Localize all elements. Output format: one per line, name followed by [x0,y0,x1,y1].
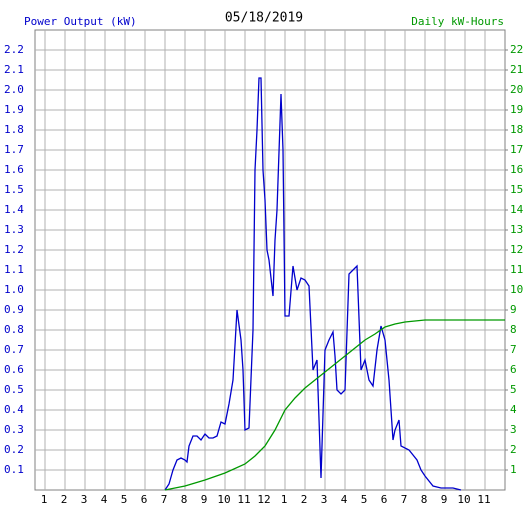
chart-title: 05/18/2019 [225,11,303,26]
y-tick-label: 2.2 [4,43,24,56]
y-tick-label: 0.9 [4,303,24,316]
x-tick-label: 8 [421,493,428,506]
x-tick-label: 11 [237,493,250,506]
x-tick-label: 2 [61,493,68,506]
y-tick-label: 1.8 [4,123,24,136]
x-tick-label: 2 [301,493,308,506]
x-tick-label: 6 [381,493,388,506]
y-tick-label: 1.6 [4,163,24,176]
y2-tick-label: 6 [510,363,517,376]
y2-tick-label: 9 [510,303,517,316]
y-tick-label: 2.1 [4,63,24,76]
y-tick-label: 0.5 [4,383,24,396]
y-tick-label: 0.8 [4,323,24,336]
y-tick-label: 2.0 [4,83,24,96]
x-tick-label: 10 [457,493,470,506]
y-tick-label: 1.9 [4,103,24,116]
y-tick-label: 0.3 [4,423,24,436]
y-tick-label: 1.7 [4,143,24,156]
x-tick-label: 9 [441,493,448,506]
y2-tick-label: 4 [510,403,517,416]
y2-tick-label: 11 [510,263,523,276]
y2-tick-label: 12 [510,243,523,256]
y-tick-label: 1.4 [4,203,24,216]
y-tick-label: 1.5 [4,183,24,196]
x-tick-label: 4 [101,493,108,506]
y2-tick-label: 15 [510,183,523,196]
y2-tick-label: 13 [510,223,523,236]
x-tick-label: 10 [217,493,230,506]
y2-tick-label: 1 [510,463,517,476]
x-tick-label: 5 [121,493,128,506]
x-tick-label: 5 [361,493,368,506]
x-tick-label: 9 [201,493,208,506]
y-tick-label: 1.0 [4,283,24,296]
x-tick-label: 7 [161,493,168,506]
y2-tick-label: 21 [510,63,523,76]
y2-tick-label: 17 [510,143,523,156]
x-tick-label: 1 [281,493,288,506]
y-tick-label: 0.4 [4,403,24,416]
y2-tick-label: 20 [510,83,523,96]
y2-tick-label: 10 [510,283,523,296]
y2-tick-label: 3 [510,423,517,436]
y-tick-label: 0.7 [4,343,24,356]
plot-frame [34,29,506,491]
x-tick-label: 1 [41,493,48,506]
y-tick-label: 1.1 [4,263,24,276]
x-tick-label: 8 [181,493,188,506]
y-axis-label: Power Output (kW) [24,15,137,28]
x-tick-label: 3 [81,493,88,506]
y2-tick-label: 7 [510,343,517,356]
x-tick-label: 3 [321,493,328,506]
y-tick-label: 1.3 [4,223,24,236]
y2-tick-label: 2 [510,443,517,456]
y2-tick-label: 18 [510,123,523,136]
x-tick-label: 7 [401,493,408,506]
y2-axis-label: Daily kW-Hours [411,15,504,28]
x-tick-label: 6 [141,493,148,506]
y-tick-label: 0.6 [4,363,24,376]
x-tick-label: 11 [477,493,490,506]
y2-tick-label: 22 [510,43,523,56]
x-tick-label: 4 [341,493,348,506]
data-line [164,319,505,491]
y2-tick-label: 16 [510,163,523,176]
y2-tick-label: 5 [510,383,517,396]
y-tick-label: 1.2 [4,243,24,256]
y-tick-label: 0.1 [4,463,24,476]
data-line [164,77,462,491]
y2-tick-label: 14 [510,203,524,216]
x-tick-label: 12 [257,493,270,506]
y-tick-label: 0.2 [4,443,24,456]
y2-tick-label: 8 [510,323,517,336]
y2-tick-label: 19 [510,103,523,116]
